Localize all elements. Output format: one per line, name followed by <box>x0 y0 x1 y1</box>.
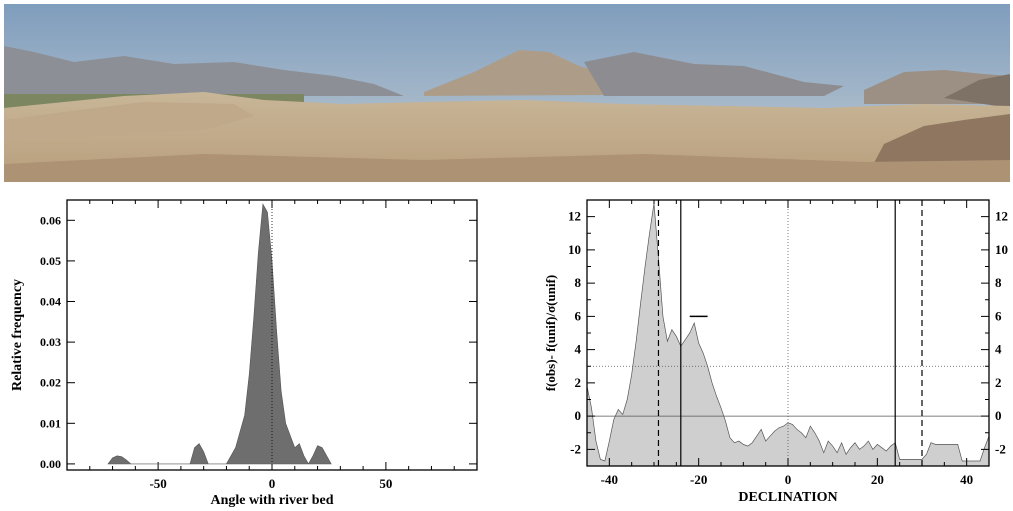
landscape-photo <box>4 4 1010 182</box>
y-tick-label-right: 12 <box>995 209 1008 224</box>
y-tick-labels-right: -2 0 2 4 6 8 10 12 <box>995 209 1008 457</box>
y-tick-label: 2 <box>575 375 582 390</box>
x-tick-labels: -40 -20 0 20 40 <box>601 472 974 487</box>
y-tick-label: 8 <box>575 275 582 290</box>
x-tick-label: 20 <box>871 472 884 487</box>
x-tick-label: -20 <box>690 472 707 487</box>
y-tick-label-right: 4 <box>995 342 1002 357</box>
x-tick-label: 0 <box>269 476 276 491</box>
x-tick-label: -50 <box>149 476 166 491</box>
y-tick-label: 0.01 <box>40 416 61 430</box>
y-tick-label: 0.05 <box>40 254 61 268</box>
y-tick-label: 0.00 <box>40 457 61 471</box>
y-tick-label: 0.02 <box>40 376 61 390</box>
y-tick-label: 4 <box>575 342 582 357</box>
x-axis-label: Angle with river bed <box>210 493 333 508</box>
x-tick-label: 40 <box>960 472 973 487</box>
y-tick-label-right: 0 <box>995 408 1002 423</box>
y-tick-label-right: 6 <box>995 308 1002 323</box>
y-tick-labels-left: -2 0 2 4 6 8 10 12 <box>568 209 582 457</box>
y-tick-label-right: 10 <box>995 242 1008 257</box>
x-tick-label: -40 <box>601 472 618 487</box>
x-tick-label: 0 <box>785 472 792 487</box>
axis-ticks <box>587 199 989 467</box>
y-tick-labels: 0.00 0.01 0.02 0.03 0.04 0.05 0.06 <box>40 213 61 471</box>
x-tick-label: 50 <box>379 476 392 491</box>
y-tick-label: 0.03 <box>40 335 61 349</box>
y-tick-label-right: 8 <box>995 275 1002 290</box>
y-tick-label: 0.04 <box>40 295 61 309</box>
frequency-area <box>107 203 332 465</box>
y-axis-label: f(obs)- f(unif)/σ(unif) <box>543 275 558 392</box>
x-axis-label: DECLINATION <box>738 490 837 505</box>
y-tick-label: 0.06 <box>40 213 61 227</box>
declination-area <box>586 203 990 467</box>
y-tick-label-right: 2 <box>995 375 1002 390</box>
angle-frequency-chart: 0.00 0.01 0.02 0.03 0.04 0.05 0.06 -50 0 50 Angl… <box>10 199 478 508</box>
y-tick-label: 10 <box>568 242 581 257</box>
guide-lines <box>587 200 989 466</box>
y-tick-label: -2 <box>570 441 581 456</box>
y-tick-label-right: -2 <box>995 441 1006 456</box>
x-tick-labels: -50 0 50 <box>149 476 392 491</box>
y-tick-label: 0 <box>575 408 582 423</box>
y-tick-label: 6 <box>575 308 582 323</box>
y-axis-label: Relative frequency <box>10 279 25 391</box>
y-tick-label: 12 <box>568 209 581 224</box>
